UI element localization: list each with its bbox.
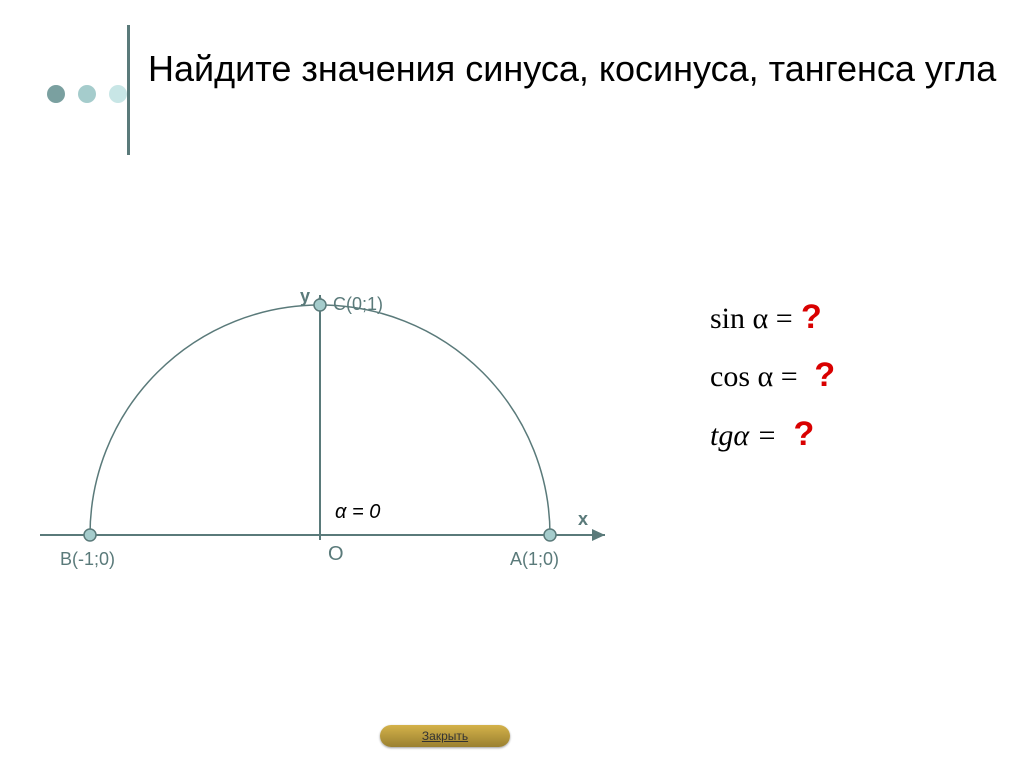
unit-semicircle-diagram: y x O C(0;1) A(1;0) B(-1;0) α = 0 bbox=[30, 280, 630, 600]
y-axis-label: y bbox=[300, 286, 310, 306]
title-divider bbox=[127, 25, 130, 155]
formula-block: sin α = ? cos α = ? tgα = ? bbox=[710, 290, 835, 465]
alpha-label: α = 0 bbox=[335, 501, 380, 523]
formula-cos: cos α = ? bbox=[710, 348, 835, 402]
close-button[interactable]: Закрыть bbox=[380, 725, 510, 747]
bullet-3 bbox=[109, 85, 127, 103]
point-b-label: B(-1;0) bbox=[60, 549, 115, 569]
slide-title: Найдите значения синуса, косинуса, танге… bbox=[148, 45, 996, 94]
point-c-label: C(0;1) bbox=[333, 294, 383, 314]
formula-sin: sin α = ? bbox=[710, 290, 835, 344]
bullet-decor bbox=[47, 85, 127, 103]
bullet-2 bbox=[78, 85, 96, 103]
point-a-label: A(1;0) bbox=[510, 549, 559, 569]
bullet-1 bbox=[47, 85, 65, 103]
x-axis-label: x bbox=[578, 509, 588, 529]
formula-tg: tgα = ? bbox=[710, 407, 835, 461]
origin-label: O bbox=[328, 543, 344, 565]
